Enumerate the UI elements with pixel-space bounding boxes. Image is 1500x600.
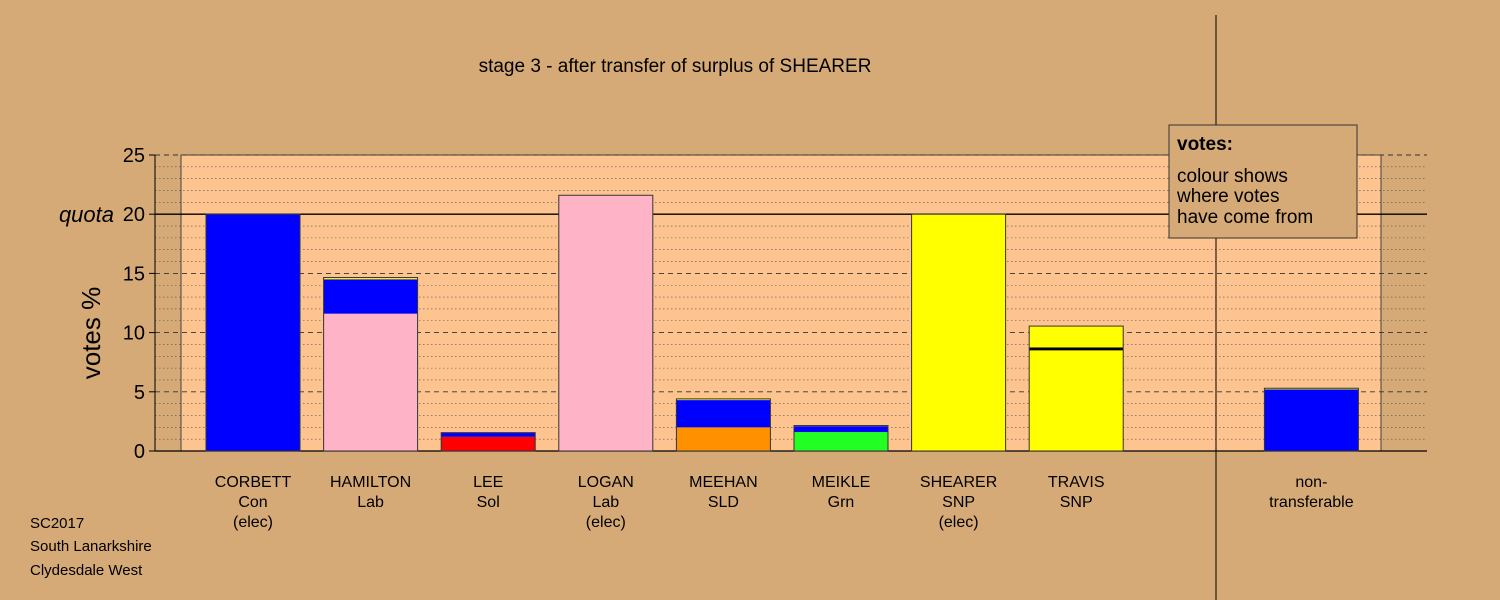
bar-segment: [1029, 326, 1124, 348]
category-label: SNP: [1060, 494, 1093, 511]
category-label: HAMILTON: [330, 474, 411, 491]
bar-outline: [558, 194, 654, 452]
y-tick-label: 15: [123, 263, 145, 285]
category-label: SNP: [942, 494, 975, 511]
legend-title: votes:: [1177, 134, 1233, 155]
y-axis-label: votes %: [76, 287, 106, 380]
bar-outline: [793, 425, 889, 452]
bar-group: [440, 432, 536, 452]
bar-segment: [1029, 350, 1124, 451]
category-label: Lab: [592, 494, 619, 511]
bar-segment: [558, 195, 653, 451]
category-labels: CORBETT Con (elec) HAMILTON Lab LEE Sol LOGAN La…: [215, 474, 1354, 531]
bar-segment: [794, 426, 888, 433]
bar-outline: [323, 277, 419, 452]
footer: SC2017 South Lanarkshire Clydesdale West: [30, 515, 152, 579]
legend: votes: colour shows where votes have com…: [1168, 124, 1358, 239]
bars: [205, 194, 1359, 452]
bar-group: [205, 213, 301, 452]
bar-outline: [1263, 387, 1359, 452]
category-label: Grn: [828, 494, 855, 511]
bar-outline: [675, 398, 771, 452]
category-label: transferable: [1269, 494, 1354, 511]
bar-outline: [1028, 325, 1124, 452]
bar-segment: [1264, 389, 1359, 451]
bar-segment: [1264, 388, 1359, 390]
category-label: (elec): [586, 514, 626, 531]
bar-outline: [440, 432, 536, 452]
bar-group: [793, 425, 889, 452]
category-label: MEIKLE: [812, 474, 871, 491]
bar-segment: [323, 279, 418, 314]
y-tick-label: 0: [134, 441, 145, 463]
chart-title: stage 3 - after transfer of surplus of S…: [479, 56, 872, 77]
legend-line-2: where votes: [1176, 186, 1279, 207]
category-label: non-: [1295, 474, 1327, 491]
footer-line-1: SC2017: [30, 515, 84, 532]
bar-group: [675, 398, 771, 452]
y-tick-label: 25: [123, 145, 145, 167]
category-label: CORBETT: [215, 474, 292, 491]
footer-line-2: South Lanarkshire: [30, 538, 152, 555]
bar-group: [558, 194, 654, 452]
y-tick-label: 20: [123, 204, 145, 226]
legend-box: [1168, 124, 1358, 239]
bar-segment: [323, 313, 418, 451]
category-label: SHEARER: [920, 474, 997, 491]
bar-outline: [205, 213, 301, 452]
bar-segment: [441, 432, 536, 437]
category-label: Lab: [357, 494, 384, 511]
category-label: Sol: [477, 494, 500, 511]
category-label: LOGAN: [578, 474, 634, 491]
bar-group: [911, 213, 1007, 452]
bar-segment: [441, 436, 536, 451]
quota-label: quota: [59, 202, 114, 227]
bar-group: [1263, 387, 1359, 452]
category-label: Con: [238, 494, 267, 511]
bar-segment: [206, 214, 300, 451]
bar-segment: [323, 277, 418, 280]
category-label: LEE: [473, 474, 503, 491]
category-label: (elec): [939, 514, 979, 531]
footer-line-3: Clydesdale West: [30, 562, 143, 579]
bar-segment: [911, 214, 1006, 451]
legend-line-1: colour shows: [1177, 166, 1288, 187]
bar-group: [323, 277, 419, 452]
bar-segment: [794, 432, 888, 451]
bar-segment: [1029, 347, 1124, 351]
bar-group: [1028, 325, 1124, 452]
y-tick-label: 10: [123, 323, 145, 345]
category-label: TRAVIS: [1048, 474, 1105, 491]
y-tick-label: 5: [134, 382, 145, 404]
category-label: (elec): [233, 514, 273, 531]
category-label: SLD: [708, 494, 739, 511]
bar-segment: [676, 427, 771, 451]
bar-outline: [911, 213, 1007, 452]
bar-segment: [676, 400, 771, 428]
category-label: MEEHAN: [689, 474, 757, 491]
legend-line-3: have come from: [1177, 207, 1313, 228]
y-axis: 0 5 10 15 20 25: [123, 145, 156, 463]
bar-segment: [676, 398, 771, 401]
